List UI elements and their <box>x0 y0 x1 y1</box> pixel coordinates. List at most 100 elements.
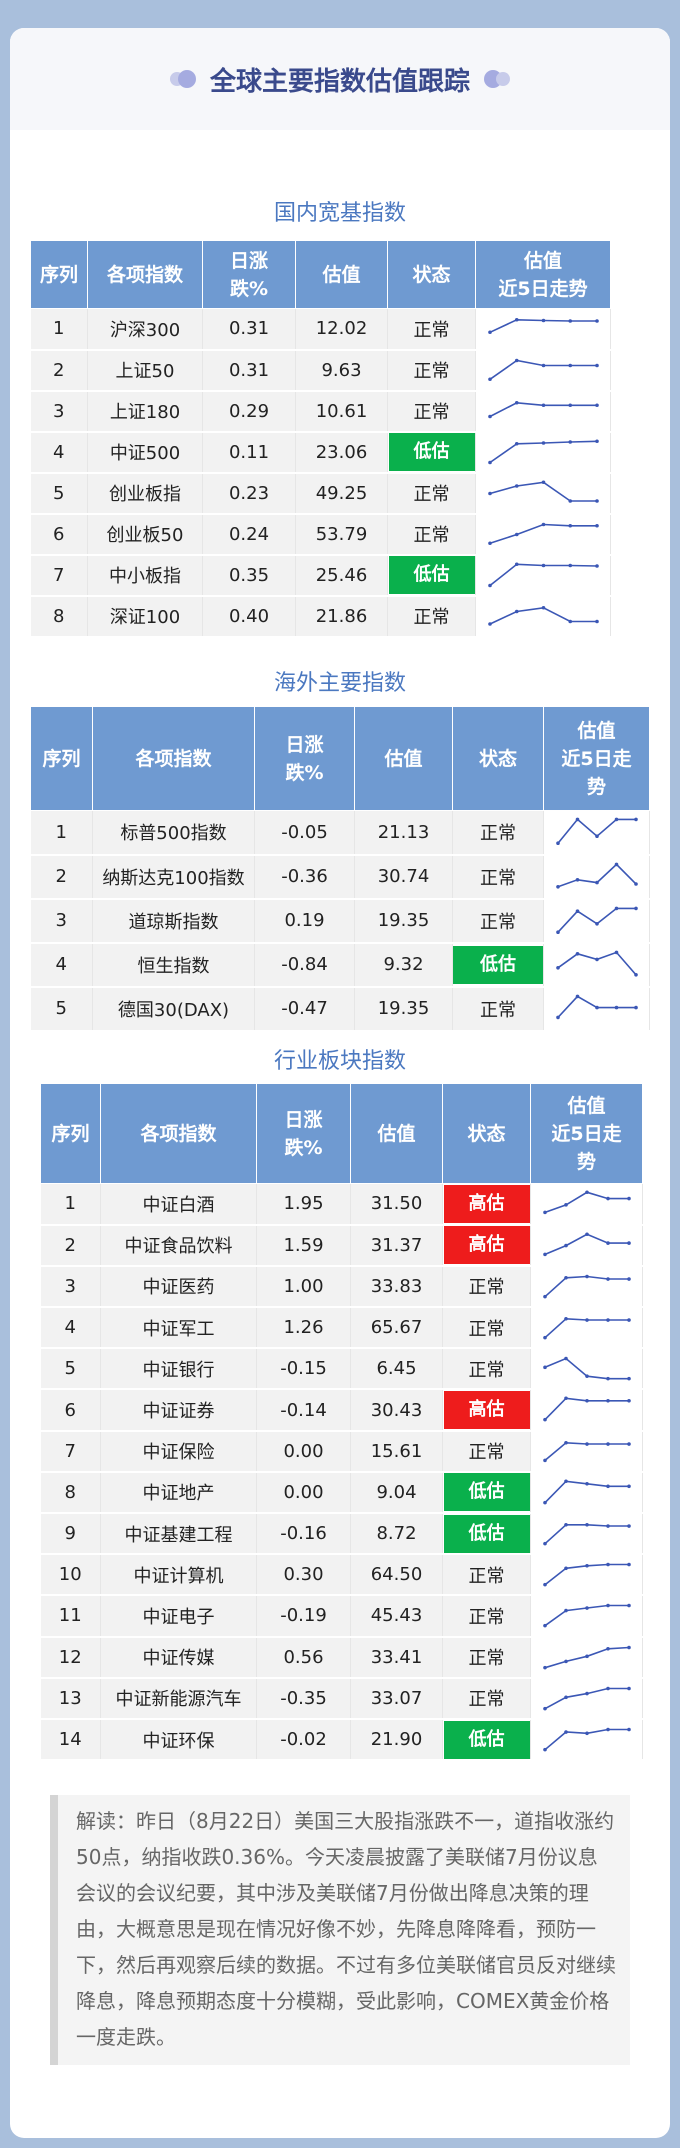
trend-point <box>567 498 572 503</box>
table-row: 12 中证传媒 0.56 33.41 正常 <box>40 1636 643 1679</box>
trend-point <box>555 884 560 889</box>
row-number: 8 <box>30 595 88 638</box>
trend-point <box>594 523 599 528</box>
valuation: 31.50 <box>350 1183 443 1226</box>
trend-point <box>541 318 545 323</box>
trend-point <box>542 1706 547 1711</box>
column-header-status: 状态 <box>387 240 476 309</box>
trend-line <box>556 907 636 933</box>
trend-point <box>594 402 599 407</box>
valuation: 25.46 <box>295 554 388 597</box>
row-number: 4 <box>30 431 88 474</box>
trend-point <box>605 1604 610 1608</box>
trend-line <box>544 1687 629 1710</box>
trend-sparkline <box>555 906 638 934</box>
valuation: 12.02 <box>295 308 388 351</box>
trend-sparkline <box>542 1317 631 1340</box>
index-name: 中证食品饮料 <box>100 1224 257 1267</box>
trend-sparkline-cell <box>530 1513 643 1556</box>
trend-point <box>567 563 572 567</box>
daily-change: 0.30 <box>256 1554 351 1597</box>
status-cell: 正常 <box>442 1307 531 1350</box>
trend-point <box>605 1197 610 1201</box>
trend-point <box>594 921 599 926</box>
trend-point <box>605 1524 610 1528</box>
trend-point <box>563 1609 568 1613</box>
trend-sparkline-cell <box>543 942 650 988</box>
trend-sparkline-cell <box>530 1677 643 1720</box>
trend-point <box>584 1481 589 1486</box>
trend-point <box>605 1484 610 1488</box>
trend-point <box>626 1441 631 1446</box>
table-row: 8 中证地产 0.00 9.04 低估 <box>40 1471 643 1515</box>
column-header-status: 状态 <box>442 1083 531 1184</box>
daily-change: 0.56 <box>256 1636 351 1679</box>
trend-point <box>542 1665 547 1670</box>
row-number: 6 <box>30 513 88 556</box>
trend-point <box>633 817 638 822</box>
status-badge: 高估 <box>443 1226 530 1265</box>
status-cell: 正常 <box>452 810 544 856</box>
table-row: 11 中证电子 -0.19 45.43 正常 <box>40 1595 643 1638</box>
trend-sparkline <box>542 1356 631 1381</box>
trend-point <box>584 1654 589 1658</box>
trend-point <box>626 1399 631 1404</box>
trend-point <box>575 908 579 913</box>
trend-point <box>563 1243 568 1248</box>
status-cell: 正常 <box>387 308 476 351</box>
index-name: 上证180 <box>87 390 203 433</box>
trend-sparkline <box>542 1274 631 1299</box>
valuation: 19.35 <box>354 986 453 1032</box>
column-header-value: 估值 <box>350 1083 443 1184</box>
table-row: 4 恒生指数 -0.84 9.32 低估 <box>30 942 650 988</box>
trend-point <box>542 1541 547 1546</box>
trend-point <box>542 1294 547 1299</box>
row-number: 13 <box>40 1677 101 1720</box>
index-name: 深证100 <box>87 595 203 638</box>
trend-sparkline <box>542 1190 631 1215</box>
trend-sparkline-cell <box>530 1348 643 1391</box>
status-cell: 正常 <box>442 1677 531 1720</box>
trend-point <box>584 1441 589 1446</box>
trend-point <box>487 460 492 464</box>
trend-point <box>563 1317 568 1321</box>
trend-sparkline <box>542 1562 631 1587</box>
daily-change: -0.47 <box>254 986 355 1032</box>
valuation: 19.35 <box>354 898 453 944</box>
trend-point <box>614 862 618 866</box>
trend-sparkline <box>555 817 638 846</box>
index-name: 中证传媒 <box>100 1636 257 1679</box>
daily-change: -0.14 <box>256 1389 351 1432</box>
daily-change: 0.40 <box>202 595 296 638</box>
trend-sparkline-cell <box>543 810 650 856</box>
trend-point <box>626 1318 631 1322</box>
status-cell: 正常 <box>387 390 476 433</box>
row-number: 7 <box>40 1430 101 1473</box>
trend-point <box>563 1522 568 1527</box>
trend-sparkline <box>487 561 599 587</box>
trend-point <box>555 929 560 934</box>
trend-point <box>605 1399 610 1404</box>
trend-point <box>563 1203 568 1207</box>
trend-point <box>594 1005 599 1009</box>
daily-change: 0.00 <box>256 1471 351 1515</box>
trend-point <box>626 1562 631 1567</box>
table-row: 2 上证50 0.31 9.63 正常 <box>30 349 611 392</box>
trend-point <box>541 440 545 445</box>
row-number: 8 <box>40 1471 101 1515</box>
valuation: 33.41 <box>350 1636 443 1679</box>
trend-point <box>605 1240 610 1245</box>
daily-change: -0.02 <box>256 1718 351 1762</box>
trend-point <box>594 363 599 367</box>
trend-point <box>633 906 638 910</box>
trend-point <box>514 358 519 362</box>
trend-point <box>487 376 492 381</box>
trend-point <box>626 1686 631 1691</box>
index-name: 中小板指 <box>87 554 203 597</box>
trend-point <box>563 1695 568 1699</box>
trend-point <box>584 1274 589 1279</box>
column-header-seq: 序列 <box>40 1083 101 1184</box>
valuation: 6.45 <box>350 1348 443 1391</box>
trend-point <box>563 1730 568 1734</box>
page-title: 全球主要指数估值跟踪 <box>209 66 470 97</box>
